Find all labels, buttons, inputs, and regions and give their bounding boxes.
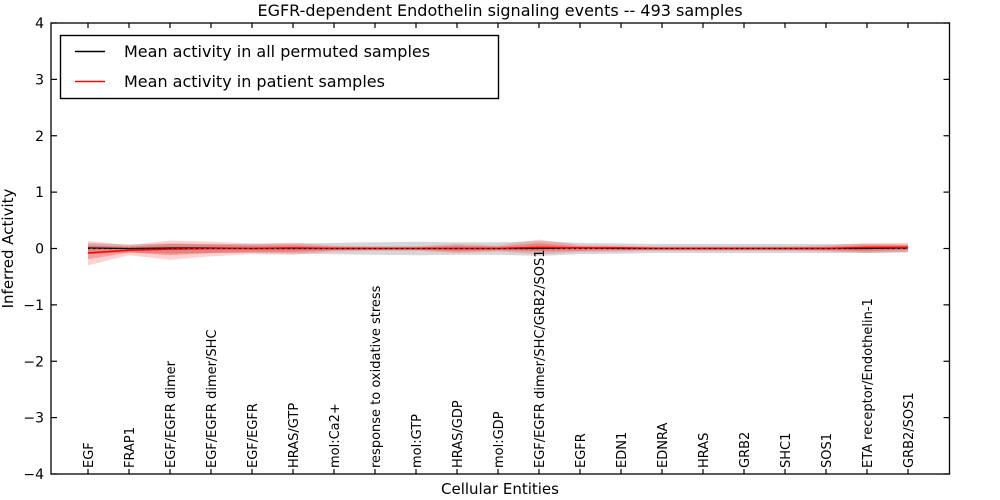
x-tick-label: FRAP1 xyxy=(123,427,138,468)
y-tick-label: −1 xyxy=(23,298,44,314)
plot-content: −4 −3 −2 −1 0 1 2 3 4 EGF FRAP1 EGF/EGFR dimer EGF/E… xyxy=(23,16,950,483)
x-axis-label: Cellular Entities xyxy=(441,480,559,498)
x-tick-label: EGF/EGFR xyxy=(246,403,261,468)
chart-title: EGFR-dependent Endothelin signaling even… xyxy=(257,1,742,20)
legend-box xyxy=(59,34,500,100)
x-tick-label: EDNRA xyxy=(656,423,671,468)
y-tick-label: −4 xyxy=(23,467,44,483)
x-tick-label: mol:GDP xyxy=(492,411,507,468)
x-tick-label: response to oxidative stress xyxy=(369,285,384,468)
x-tick-label: EGF/EGFR dimer/SHC/GRB2/SOS1 xyxy=(533,250,548,469)
x-tick-label: SHC1 xyxy=(779,433,794,468)
y-tick-label: 4 xyxy=(35,16,44,32)
x-tick-label: EGF xyxy=(82,442,97,468)
y-tick-label: −3 xyxy=(23,411,44,427)
x-tick-label: EGF/EGFR dimer xyxy=(164,360,179,468)
x-tick-label: GRB2 xyxy=(738,432,753,468)
band-patient-spread-outer xyxy=(88,239,908,266)
x-tick-label: mol:Ca2+ xyxy=(328,403,343,468)
x-tick-label: HRAS xyxy=(697,433,712,468)
y-tick-label: 2 xyxy=(35,129,44,145)
y-tick-label: 0 xyxy=(35,242,44,258)
x-tick-label: EGF/EGFR dimer/SHC xyxy=(205,330,220,468)
legend: Mean activity in all permuted samples Me… xyxy=(59,34,500,100)
x-tick-label: GRB2/SOS1 xyxy=(902,392,917,468)
x-tick-label: mol:GTP xyxy=(410,414,425,468)
y-axis-label: Inferred Activity xyxy=(0,188,17,308)
legend-label-patient-samples: Mean activity in patient samples xyxy=(124,72,385,91)
x-tick-label: HRAS/GTP xyxy=(287,403,302,468)
y-tick-label: 3 xyxy=(35,72,44,88)
x-tick-label: EDN1 xyxy=(615,432,630,468)
x-tick-label: ETA receptor/Endothelin-1 xyxy=(861,298,876,468)
y-tick-label: 1 xyxy=(35,185,44,201)
x-tick-label: HRAS/GDP xyxy=(451,400,466,468)
y-tick-label: −2 xyxy=(23,354,44,370)
x-tick-label: EGFR xyxy=(574,433,589,468)
legend-label-permuted-samples: Mean activity in all permuted samples xyxy=(124,42,430,61)
x-tick-label: SOS1 xyxy=(820,433,835,468)
plot-border xyxy=(50,22,951,475)
